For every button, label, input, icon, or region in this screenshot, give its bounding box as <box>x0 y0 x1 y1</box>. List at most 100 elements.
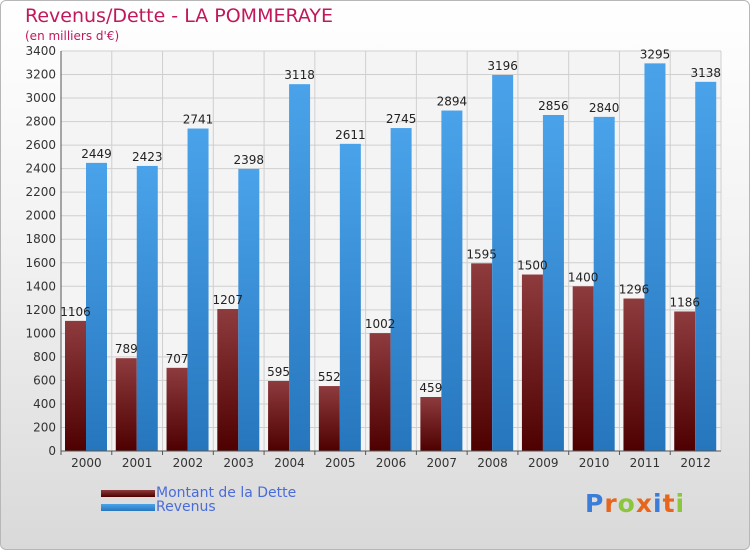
data-label-revenus: 2423 <box>132 150 163 164</box>
data-label-revenus: 2840 <box>589 101 620 115</box>
data-label-revenus: 2745 <box>386 112 417 126</box>
data-label-revenus: 2611 <box>335 128 366 142</box>
data-label-dette: 552 <box>318 370 341 384</box>
data-label-revenus: 2741 <box>183 113 214 127</box>
data-label-dette: 1207 <box>213 293 244 307</box>
axes: 0 200 400 600 800 1000 1200 1400 1600 1800 2000 220… <box>25 44 721 470</box>
bar-revenus <box>542 115 564 451</box>
y-tick-label: 2400 <box>25 162 56 176</box>
bar-dette <box>623 298 645 451</box>
data-label-revenus: 2894 <box>437 95 468 109</box>
data-label-revenus: 3118 <box>284 68 315 82</box>
chart-title: Revenus/Dette - LA POMMERAYE <box>25 5 334 27</box>
x-tick-label: 2003 <box>223 456 254 470</box>
bar-revenus <box>187 128 209 451</box>
y-tick-label: 200 <box>33 420 56 434</box>
x-tick-label: 2002 <box>173 456 204 470</box>
y-tick-label: 1000 <box>25 326 56 340</box>
x-tick-label: 2011 <box>630 456 661 470</box>
data-label-dette: 595 <box>267 365 290 379</box>
x-tick-label: 2012 <box>680 456 711 470</box>
data-label-dette: 1002 <box>365 317 396 331</box>
y-tick-label: 800 <box>33 350 56 364</box>
chart-subtitle: (en milliers d'€) <box>25 29 120 43</box>
bar-revenus <box>136 165 158 452</box>
bar-revenus <box>390 128 412 451</box>
x-tick-label: 2008 <box>477 456 508 470</box>
bar-dette <box>166 367 188 451</box>
bar-dette <box>369 333 391 451</box>
y-tick-label: 1600 <box>25 256 56 270</box>
bar-revenus <box>593 116 615 451</box>
logo-letter: P <box>585 489 605 518</box>
bar-dette <box>420 397 442 451</box>
x-tick-label: 2005 <box>325 456 356 470</box>
data-label-dette: 789 <box>115 342 138 356</box>
bar-revenus <box>644 63 666 452</box>
data-label-dette: 1500 <box>517 259 548 273</box>
y-tick-label: 2000 <box>25 209 56 223</box>
data-label-dette: 1106 <box>60 305 91 319</box>
data-label-revenus: 2449 <box>81 147 112 161</box>
data-label-dette: 1296 <box>619 283 650 297</box>
x-tick-label: 2009 <box>528 456 559 470</box>
legend-label-dette: Montant de la Dette <box>156 485 297 501</box>
bar-revenus <box>86 162 107 451</box>
y-tick-label: 0 <box>48 444 56 458</box>
y-tick-label: 1800 <box>25 232 56 246</box>
x-tick-label: 2000 <box>71 456 102 470</box>
logo-letter: o <box>617 489 636 518</box>
y-tick-label: 3400 <box>25 44 56 58</box>
data-label-dette: 1186 <box>669 295 700 309</box>
logo-letter: i <box>653 489 663 518</box>
bar-dette <box>572 286 594 451</box>
logo-letter: i <box>675 489 686 518</box>
y-tick-label: 1200 <box>25 303 56 317</box>
bar-revenus <box>441 110 463 451</box>
x-tick-label: 2004 <box>274 456 305 470</box>
x-tick-label: 2001 <box>122 456 153 470</box>
bar-revenus <box>695 81 717 451</box>
proxiti-logo: Proxiti <box>585 489 685 518</box>
x-tick-label: 2007 <box>426 456 457 470</box>
y-tick-label: 3000 <box>25 91 56 105</box>
legend-label-revenus: Revenus <box>156 499 216 515</box>
data-label-revenus: 2856 <box>538 99 569 113</box>
bar-dette <box>65 320 86 451</box>
bar-dette <box>674 311 696 451</box>
data-label-dette: 1595 <box>466 247 497 261</box>
data-label-revenus: 3196 <box>487 59 518 73</box>
bars <box>65 63 717 452</box>
bar-dette <box>318 386 340 451</box>
bar-revenus <box>339 143 361 451</box>
data-label-revenus: 3295 <box>640 47 671 61</box>
x-tick-label: 2010 <box>579 456 610 470</box>
legend-swatch-revenus <box>101 504 155 511</box>
logo-letter: x <box>635 489 653 518</box>
y-tick-label: 2200 <box>25 185 56 199</box>
data-label-dette: 459 <box>419 381 442 395</box>
logo-letter: r <box>604 489 618 518</box>
bar-revenus <box>238 168 260 451</box>
bar-dette <box>217 309 239 451</box>
bar-dette <box>268 381 290 451</box>
data-label-dette: 707 <box>166 352 189 366</box>
bar-dette <box>115 358 137 451</box>
y-tick-label: 2800 <box>25 115 56 129</box>
data-label-revenus: 3138 <box>690 66 721 80</box>
logo-letter: t <box>662 489 676 518</box>
bar-revenus <box>492 75 514 451</box>
data-label-revenus: 2398 <box>234 153 265 167</box>
bar-dette <box>471 263 493 451</box>
y-tick-label: 400 <box>33 397 56 411</box>
legend-swatch-dette <box>101 490 155 497</box>
y-tick-label: 600 <box>33 373 56 387</box>
y-tick-label: 1400 <box>25 279 56 293</box>
data-labels: 1106 789 707 1207 595 552 1002 459 1595 1500 1400 1… <box>60 47 721 395</box>
bar-revenus <box>289 84 311 452</box>
x-tick-label: 2006 <box>376 456 407 470</box>
y-tick-label: 2600 <box>25 138 56 152</box>
bar-dette <box>521 274 543 451</box>
